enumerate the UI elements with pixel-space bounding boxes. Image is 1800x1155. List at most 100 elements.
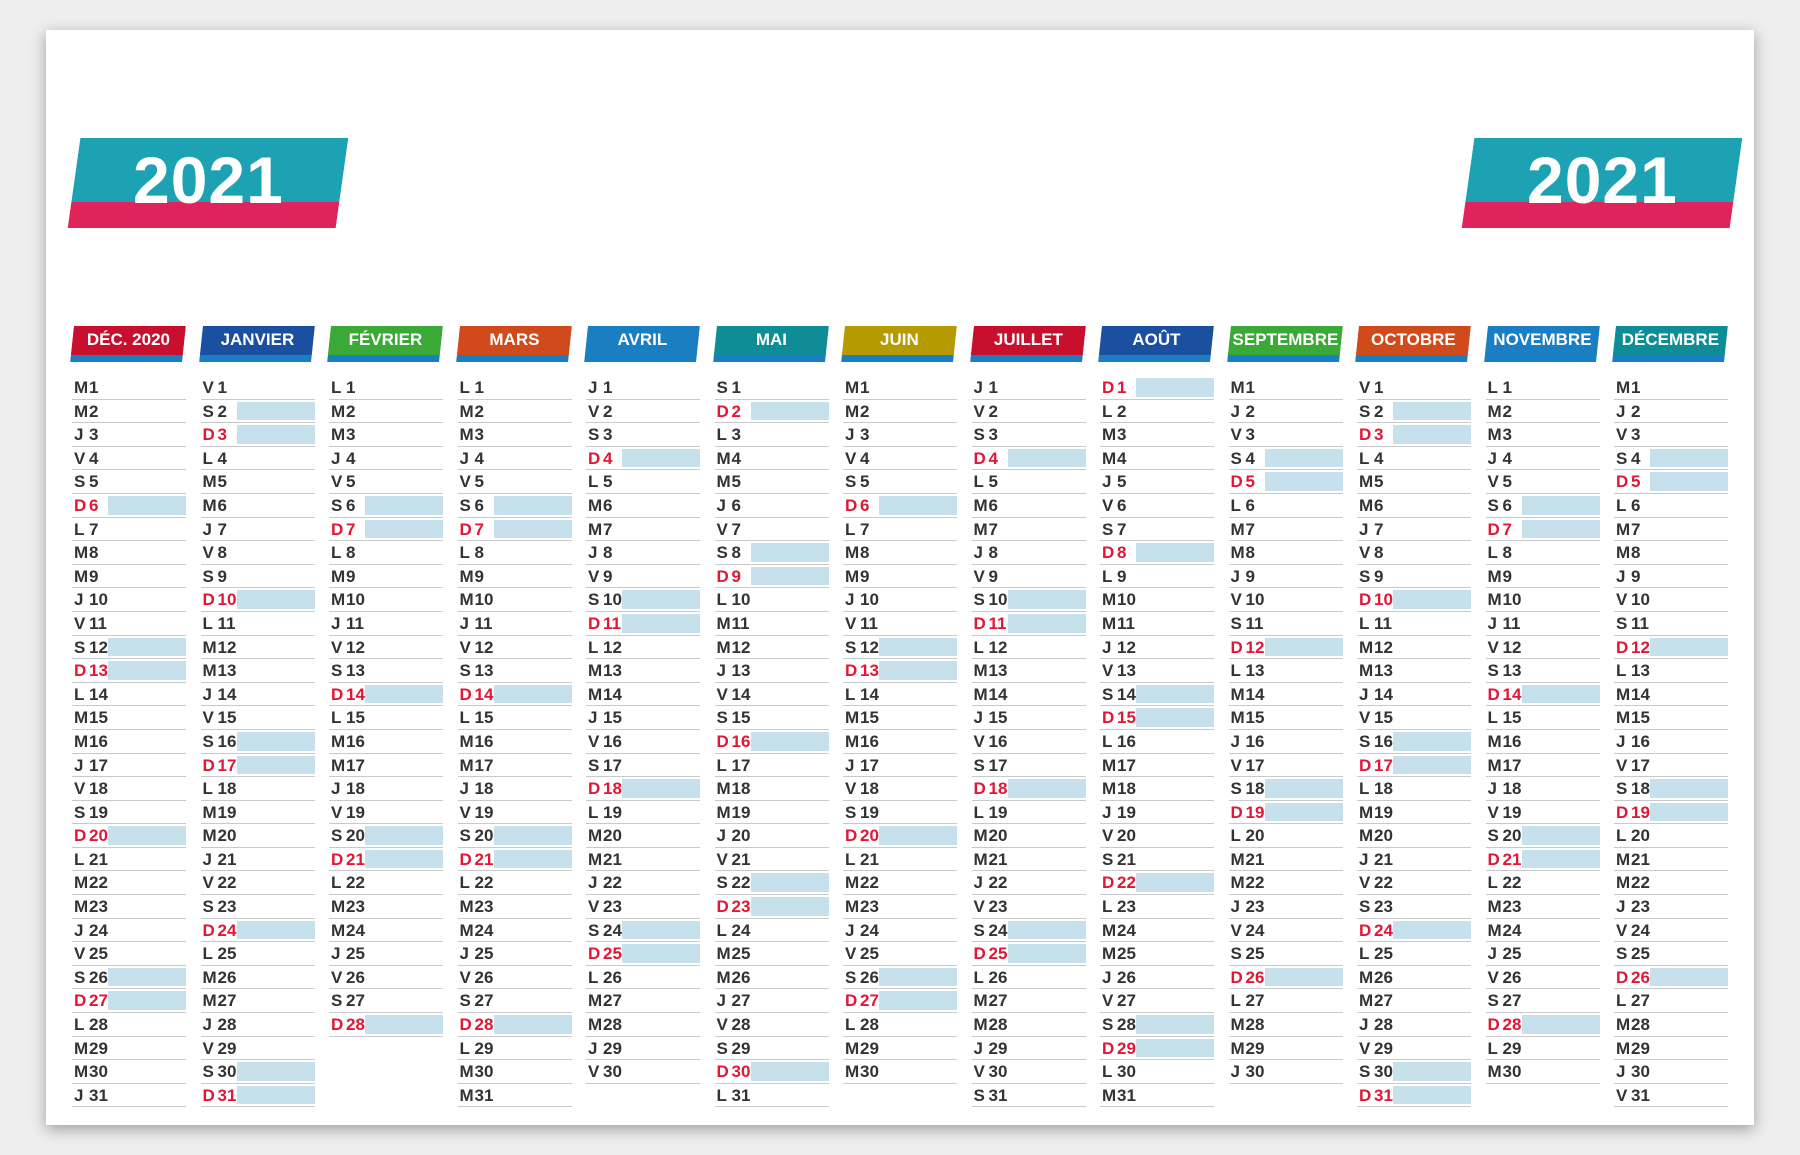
weekday-letter: V (459, 967, 471, 987)
day-row: J 27 (714, 989, 829, 1014)
day-number: 17 (603, 755, 622, 775)
day-row: D 14 (457, 683, 572, 707)
day-number: 23 (1245, 897, 1265, 917)
day-number: 17 (474, 755, 494, 775)
weekday-letter: M (74, 1062, 89, 1082)
weekday-letter: M (1102, 920, 1117, 940)
day-row: M 28 (1228, 1013, 1343, 1037)
weekday-letter: M (1359, 826, 1374, 846)
weekday-letter: V (588, 566, 600, 586)
day-number: 19 (988, 802, 1008, 822)
weekday-letter: V (588, 1062, 600, 1082)
weekday-letter: L (459, 1038, 470, 1058)
day-number: 16 (1374, 731, 1393, 751)
day-row: M 24 (1100, 919, 1214, 943)
weekday-letter: S (1616, 448, 1628, 468)
weekday-letter: J (202, 684, 212, 704)
weekday-letter: L (74, 1015, 85, 1035)
day-row: M 22 (72, 871, 186, 896)
weekday-letter: V (716, 519, 728, 539)
day-number: 8 (89, 543, 99, 563)
day-row: L 27 (1228, 989, 1343, 1014)
day-row: J 30 (1614, 1060, 1728, 1084)
weekday-letter: D (1487, 519, 1500, 539)
day-row: M 23 (329, 895, 443, 919)
day-row: S 10 (971, 588, 1086, 612)
weekday-letter: V (331, 802, 343, 822)
day-number: 1 (1374, 378, 1384, 397)
day-row: V 13 (1100, 659, 1214, 683)
day-number: 27 (1245, 991, 1265, 1011)
day-row: D 27 (72, 989, 186, 1014)
day-row: L 17 (714, 754, 829, 778)
weekday-letter: M (459, 755, 474, 775)
weekday-letter: D (1616, 967, 1629, 987)
weekday-letter: D (1230, 967, 1243, 987)
weekday-letter: M (1359, 661, 1374, 681)
day-number: 26 (603, 967, 622, 987)
weekday-letter: L (1230, 991, 1241, 1011)
weekday-letter: J (588, 543, 598, 563)
weekday-letter: M (716, 779, 731, 799)
weekday-letter: M (459, 590, 474, 610)
day-number: 1 (1502, 378, 1512, 397)
day-row: J 18 (329, 777, 443, 801)
weekday-letter: V (1616, 920, 1628, 940)
day-number: 23 (474, 897, 494, 917)
day-number: 19 (1502, 802, 1522, 822)
day-number: 6 (89, 495, 99, 515)
day-number: 7 (89, 519, 99, 539)
weekday-letter: V (845, 944, 857, 964)
day-number: 22 (1502, 873, 1522, 893)
day-number: 21 (731, 849, 751, 869)
day-row: J 14 (200, 683, 315, 707)
months-grid: DÉC. 2020 M 1 M 2 J 3 V 4 S 5 D 6 L 7 M 8 M 9 J 10 V 11 S 12 D 13 L… (70, 326, 1740, 1116)
day-number: 15 (603, 708, 622, 728)
weekday-letter: J (1230, 897, 1240, 917)
weekday-letter: M (973, 1015, 988, 1035)
day-number: 21 (1374, 849, 1393, 869)
weekday-letter: S (716, 708, 728, 728)
day-number: 31 (217, 1085, 237, 1105)
day-number: 30 (1117, 1062, 1136, 1082)
day-row: M 27 (1357, 989, 1471, 1014)
day-row: V 26 (457, 966, 572, 990)
day-number: 18 (1631, 779, 1650, 799)
day-row: D 24 (1357, 919, 1471, 943)
day-number: 27 (1631, 991, 1650, 1011)
day-number: 10 (1117, 590, 1136, 610)
weekday-letter: M (973, 684, 988, 704)
weekday-letter: S (716, 378, 728, 397)
day-number: 7 (346, 519, 356, 539)
day-row: M 12 (1357, 636, 1471, 660)
day-row: M 10 (1485, 588, 1600, 612)
day-row: L 13 (1614, 659, 1728, 683)
day-number: 22 (346, 873, 365, 893)
weekday-letter: J (845, 590, 855, 610)
day-number: 1 (603, 378, 613, 397)
weekday-letter: M (588, 661, 603, 681)
day-number: 18 (1117, 779, 1136, 799)
day-row: S 12 (72, 636, 186, 660)
weekday-letter: M (588, 826, 603, 846)
day-row: M 10 (329, 588, 443, 612)
day-number: 24 (1631, 920, 1650, 940)
weekday-letter: M (459, 1062, 474, 1082)
